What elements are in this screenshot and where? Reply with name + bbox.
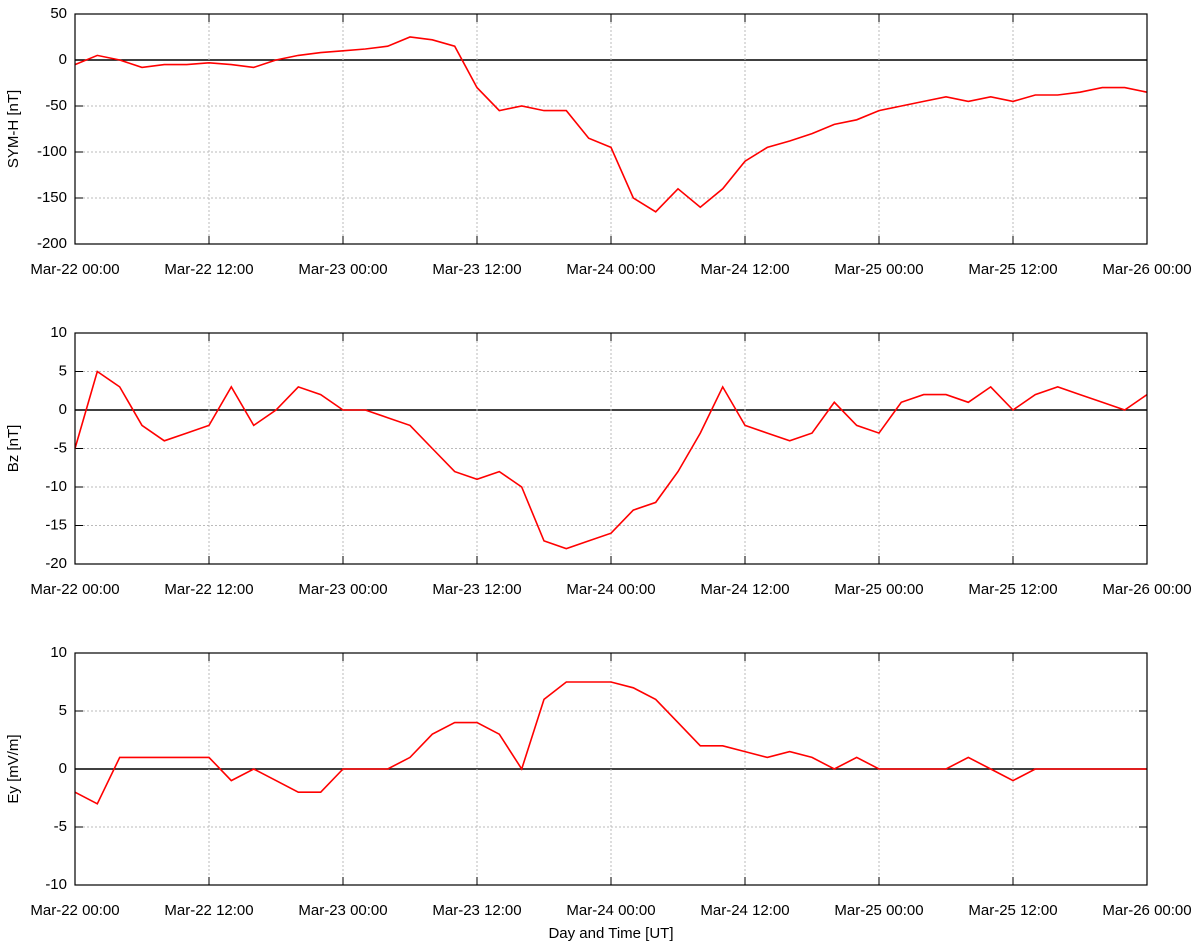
y-tick-label: -100 [37,143,67,160]
y-tick-label: 10 [50,324,67,341]
data-line [74,681,1147,805]
y-tick-label: 10 [50,644,67,661]
y-tick-label: -10 [45,876,67,893]
y-tick-label: 0 [59,760,67,777]
x-tick-label: Mar-22 00:00 [30,902,119,919]
y-axis-label: Ey [mV/m] [5,734,22,803]
y-tick-label: -200 [37,235,67,252]
x-tick-label: Mar-24 00:00 [566,581,655,598]
y-tick-label: -20 [45,555,67,572]
y-tick-label: 0 [59,51,67,68]
x-tick-label: Mar-25 12:00 [968,902,1057,919]
x-tick-label: Mar-25 00:00 [834,581,923,598]
y-tick-label: -50 [45,97,67,114]
x-tick-label: Mar-22 12:00 [164,581,253,598]
y-tick-label: -5 [54,439,67,456]
x-axis-label: Day and Time [UT] [548,925,673,942]
x-tick-label: Mar-26 00:00 [1102,581,1191,598]
x-tick-label: Mar-25 00:00 [834,261,923,278]
x-tick-label: Mar-22 12:00 [164,902,253,919]
y-axis-label: SYM-H [nT] [5,90,22,168]
y-tick-label: 0 [59,401,67,418]
x-tick-label: Mar-23 00:00 [298,902,387,919]
plot-frame [74,652,1148,886]
x-tick-label: Mar-24 00:00 [566,902,655,919]
x-tick-label: Mar-23 12:00 [432,581,521,598]
x-tick-label: Mar-23 00:00 [298,261,387,278]
x-tick-label: Mar-25 12:00 [968,261,1057,278]
y-tick-label: -10 [45,478,67,495]
x-tick-label: Mar-25 00:00 [834,902,923,919]
plot-frame [74,13,1148,245]
data-line [74,36,1148,213]
x-tick-label: Mar-22 00:00 [30,261,119,278]
x-tick-label: Mar-24 12:00 [700,261,789,278]
x-tick-label: Mar-26 00:00 [1102,902,1191,919]
y-tick-label: -150 [37,189,67,206]
x-tick-label: Mar-24 12:00 [700,581,789,598]
x-tick-label: Mar-23 00:00 [298,581,387,598]
data-line [74,370,1148,550]
x-tick-label: Mar-22 12:00 [164,261,253,278]
x-tick-label: Mar-24 00:00 [566,261,655,278]
x-tick-label: Mar-24 12:00 [700,902,789,919]
y-tick-label: 5 [59,702,67,719]
y-tick-label: 5 [59,362,67,379]
x-tick-label: Mar-23 12:00 [432,902,521,919]
x-tick-label: Mar-23 12:00 [432,261,521,278]
y-axis-label: Bz [nT] [5,425,22,473]
x-tick-label: Mar-25 12:00 [968,581,1057,598]
y-tick-label: -5 [54,818,67,835]
y-tick-label: -15 [45,516,67,533]
x-tick-label: Mar-26 00:00 [1102,261,1191,278]
x-tick-label: Mar-22 00:00 [30,581,119,598]
plot-frame [74,332,1148,565]
y-tick-label: 50 [50,5,67,22]
